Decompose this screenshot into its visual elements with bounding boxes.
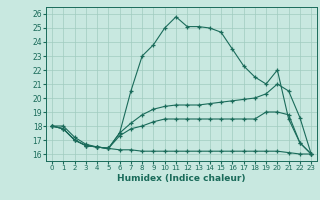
- X-axis label: Humidex (Indice chaleur): Humidex (Indice chaleur): [117, 174, 246, 183]
